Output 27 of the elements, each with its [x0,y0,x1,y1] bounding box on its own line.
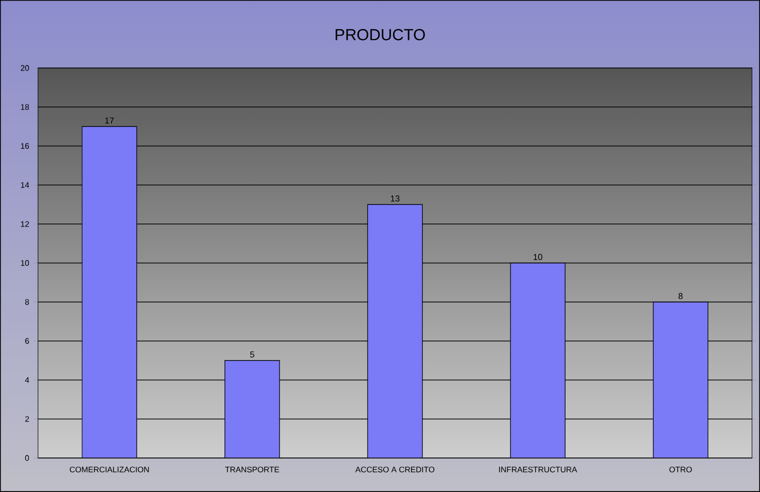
y-tick-label: 10 [21,260,29,266]
x-tick-label: ACCESO A CREDITO [355,466,434,472]
bar [652,302,708,458]
y-tick-label: 2 [25,416,29,422]
y-tick-label: 4 [25,377,30,383]
y-tick-label: 14 [21,182,30,188]
y-tick-label: 6 [25,338,29,344]
data-label: 13 [390,195,400,202]
y-tick-label: 16 [21,143,29,149]
data-label: 10 [534,254,542,260]
y-tick-label: 8 [25,299,29,305]
data-label: 5 [250,352,254,358]
x-tick-label: OTRO [669,466,692,472]
x-tick-label: COMERCIALIZACION [70,466,149,472]
bar [224,360,280,458]
y-tick-label: 18 [21,104,29,110]
bar [510,262,566,458]
y-tick-label: 0 [25,455,29,461]
y-tick-label: 12 [21,221,29,227]
bar [82,126,138,458]
y-tick-label: 20 [20,65,29,71]
x-tick-label: INFRAESTRUCTURA [499,466,578,472]
x-tick-label: TRANSPORTE [225,466,280,472]
bar [367,204,423,458]
data-label: 17 [105,118,114,124]
data-label: 8 [678,292,683,300]
chart-title: PRODUCTO [336,29,425,40]
